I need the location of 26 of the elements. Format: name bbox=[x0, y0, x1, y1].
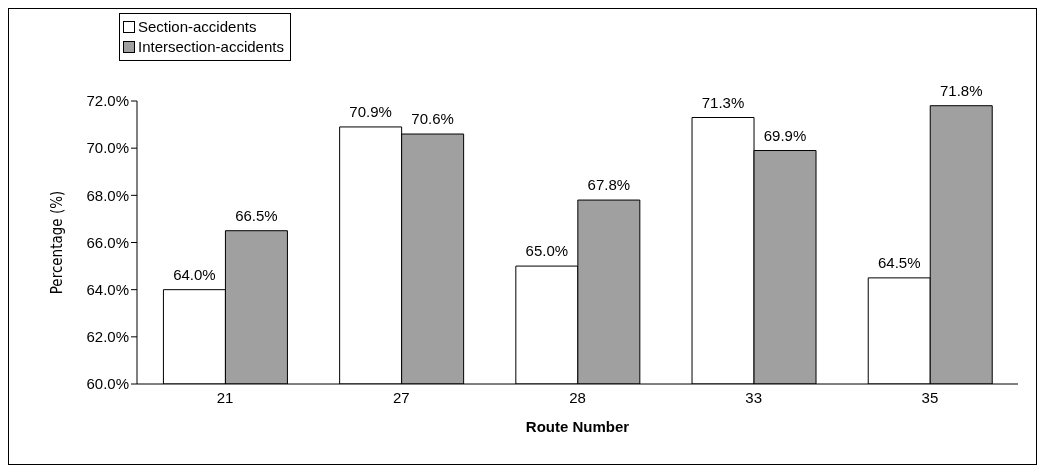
y-tick-label: 60.0% bbox=[86, 375, 129, 393]
x-axis-title: Route Number bbox=[525, 418, 630, 435]
legend-label: Section-accidents bbox=[138, 17, 257, 37]
data-label: 70.9% bbox=[349, 102, 392, 120]
data-label: 71.3% bbox=[701, 93, 745, 111]
y-tick-label: 64.0% bbox=[86, 280, 129, 298]
x-tick-label: 21 bbox=[216, 388, 234, 406]
y-tick-label: 70.0% bbox=[86, 139, 129, 157]
y-tick-label: 62.0% bbox=[86, 328, 129, 346]
data-label: 69.9% bbox=[763, 126, 807, 144]
x-tick-label: 28 bbox=[569, 388, 586, 406]
data-label: 67.8% bbox=[587, 176, 631, 194]
data-label: 64.0% bbox=[173, 265, 216, 283]
x-tick-label: 33 bbox=[745, 388, 763, 406]
y-axis-title: Percentage (%) bbox=[48, 190, 67, 295]
y-tick-label: 68.0% bbox=[86, 186, 129, 204]
data-label: 64.5% bbox=[877, 253, 921, 271]
x-tick-label: 27 bbox=[392, 388, 410, 406]
x-tick-label: 35 bbox=[921, 388, 939, 406]
data-label: 66.5% bbox=[235, 206, 278, 224]
data-label: 65.0% bbox=[525, 242, 569, 260]
data-label: 70.6% bbox=[411, 110, 454, 128]
y-tick-label: 66.0% bbox=[86, 233, 129, 251]
y-tick-label: 72.0% bbox=[86, 92, 129, 110]
legend-label: Intersection-accidents bbox=[138, 37, 284, 57]
data-label: 71.8% bbox=[939, 81, 983, 99]
